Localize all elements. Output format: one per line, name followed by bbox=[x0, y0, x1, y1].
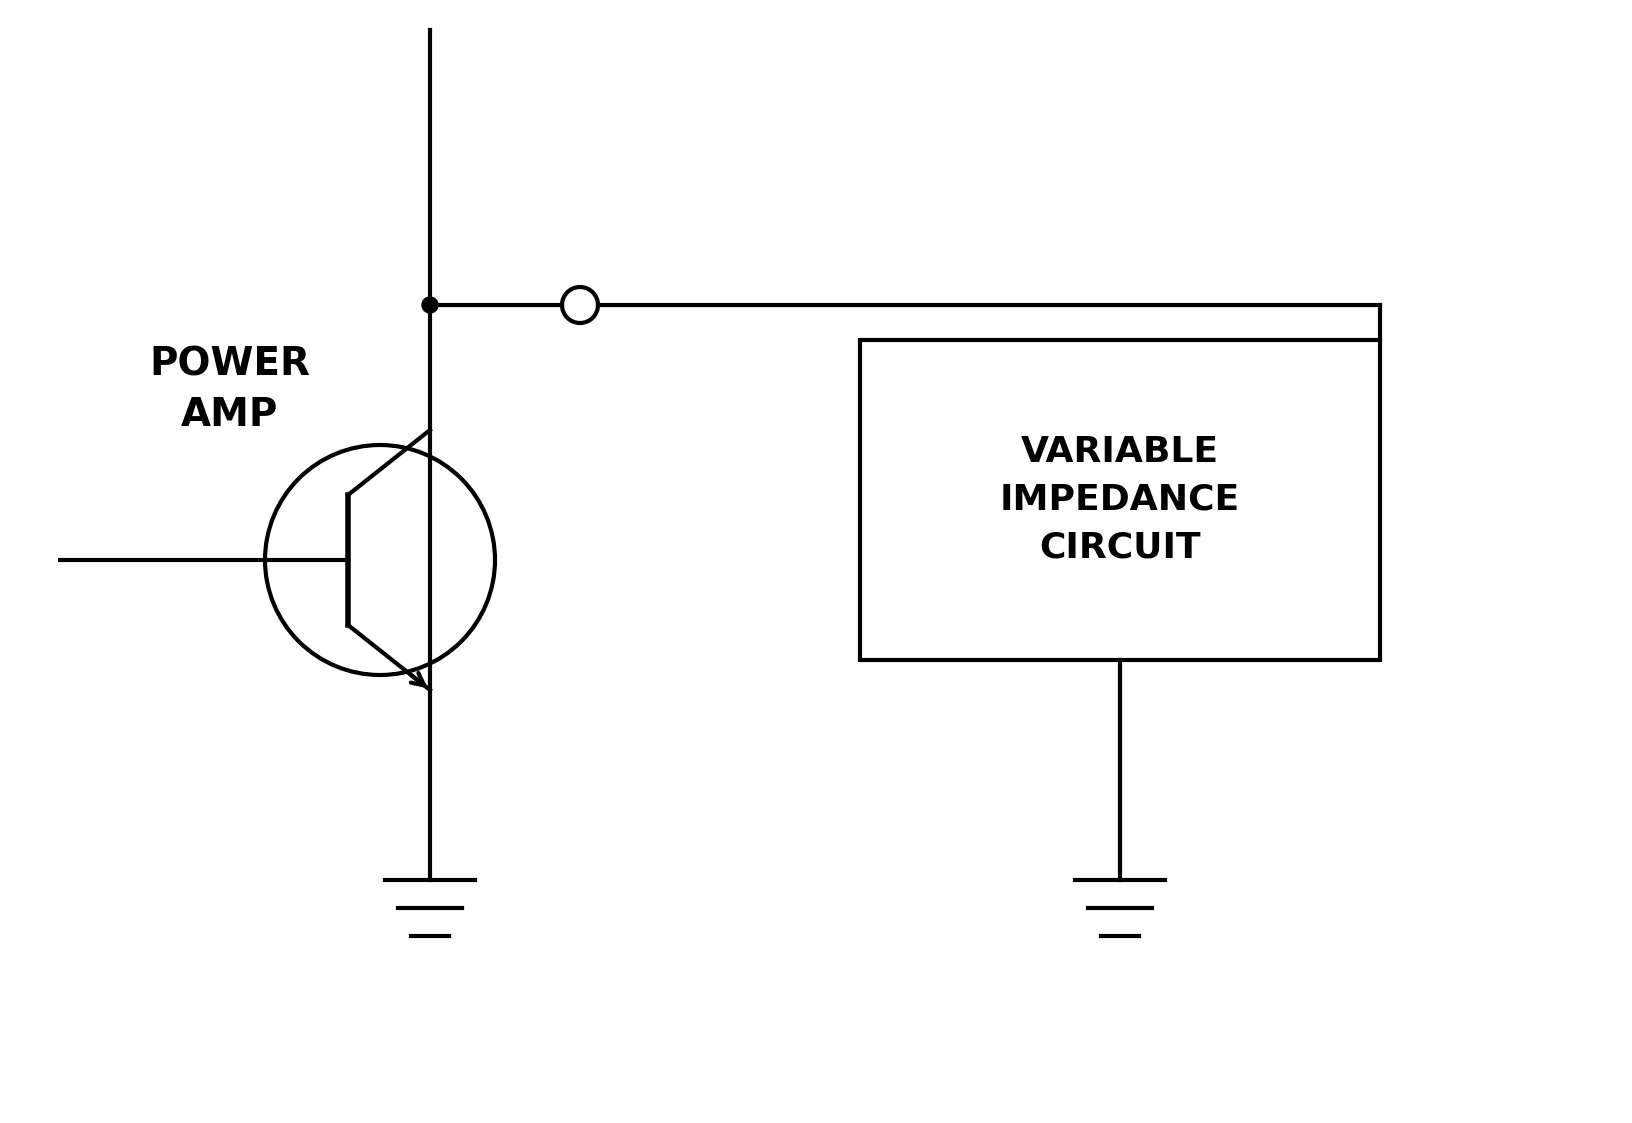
Circle shape bbox=[421, 296, 437, 313]
Text: POWER
AMP: POWER AMP bbox=[150, 346, 310, 433]
Circle shape bbox=[561, 287, 597, 323]
Bar bbox=[860, 340, 1379, 660]
Text: VARIABLE
IMPEDANCE
CIRCUIT: VARIABLE IMPEDANCE CIRCUIT bbox=[999, 436, 1239, 565]
